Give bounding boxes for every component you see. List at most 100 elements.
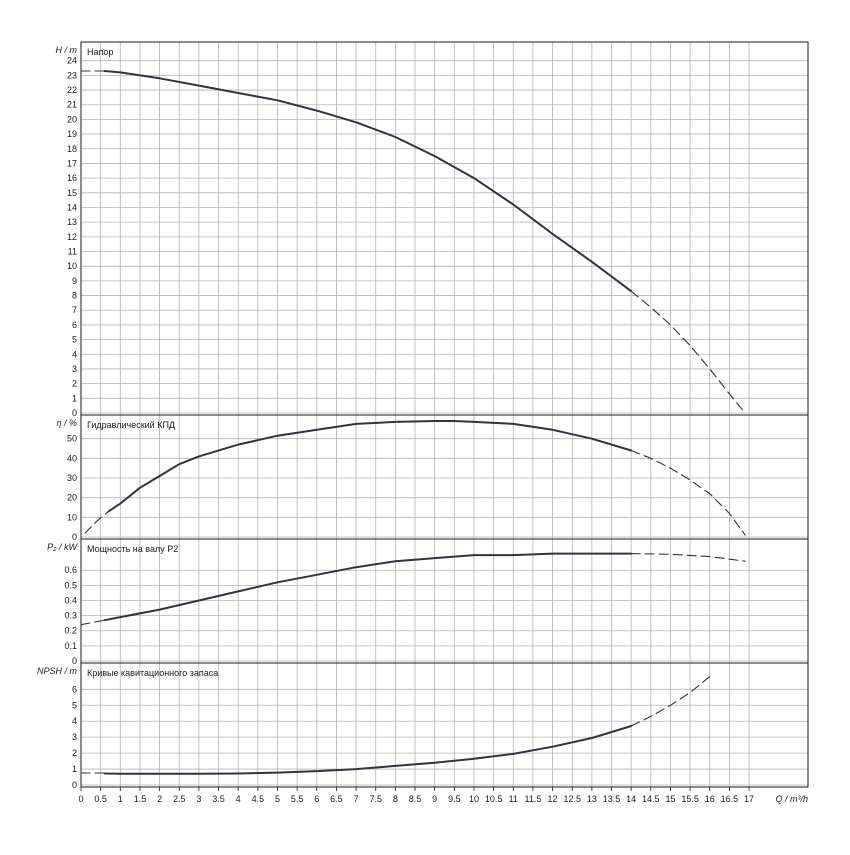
head-y-tick-label: 0 xyxy=(72,408,77,418)
power-curve-dashed xyxy=(630,553,746,562)
power-y-axis-label: P₂ / kW xyxy=(47,542,78,552)
x-tick-label: 4 xyxy=(236,794,241,804)
power-curve-dashed xyxy=(80,619,106,626)
efficiency-y-tick-label: 10 xyxy=(67,512,77,522)
x-tick-label: 11.5 xyxy=(524,794,541,804)
x-tick-label: 1.5 xyxy=(134,794,147,804)
head-y-tick-label: 3 xyxy=(72,364,77,374)
x-tick-label: 8.5 xyxy=(409,794,422,804)
x-tick-label: 5.5 xyxy=(291,794,304,804)
x-tick-label: 6 xyxy=(314,794,319,804)
x-tick-label: 8 xyxy=(393,794,398,804)
x-tick-label: 11 xyxy=(509,794,518,804)
head-panel-frame xyxy=(80,41,809,416)
x-tick-label: 0 xyxy=(78,794,83,804)
head-curve-solid xyxy=(103,70,633,293)
x-tick-label: 10 xyxy=(469,794,479,804)
head-y-tick-label: 5 xyxy=(72,335,77,345)
head-y-tick-label: 21 xyxy=(67,100,77,110)
x-axis-label: Q / m³/h xyxy=(775,794,808,804)
x-tick-label: 12 xyxy=(548,794,558,804)
x-tick-label: 3 xyxy=(196,794,201,804)
power-y-tick-label: 0.4 xyxy=(64,595,77,605)
efficiency-panel-frame xyxy=(80,414,809,540)
efficiency-panel-title: Гидравлический КПД xyxy=(87,420,175,430)
head-y-tick-label: 19 xyxy=(67,129,77,139)
power-panel-title: Мощность на валу P2 xyxy=(87,544,178,554)
efficiency-y-tick-label: 40 xyxy=(67,453,77,463)
head-y-tick-label: 10 xyxy=(67,261,77,271)
head-y-tick-label: 8 xyxy=(72,291,77,301)
npsh-y-tick-label: 4 xyxy=(72,716,77,726)
head-curve-dashed xyxy=(630,290,746,414)
x-tick-label: 0.5 xyxy=(94,794,107,804)
x-tick-label: 3.5 xyxy=(212,794,225,804)
head-panel-title: Напор xyxy=(87,47,113,57)
npsh-curve-dashed xyxy=(630,676,711,727)
x-tick-label: 12.5 xyxy=(563,794,581,804)
head-y-tick-label: 4 xyxy=(72,349,77,359)
x-tick-label: 15.5 xyxy=(681,794,699,804)
head-y-tick-label: 14 xyxy=(67,202,77,212)
head-y-tick-label: 24 xyxy=(67,56,77,66)
x-tick-label: 16.5 xyxy=(721,794,739,804)
npsh-y-tick-label: 0 xyxy=(72,780,77,790)
x-tick-label: 9 xyxy=(432,794,437,804)
efficiency-y-tick-label: 20 xyxy=(67,493,77,503)
x-tick-label: 1 xyxy=(118,794,123,804)
efficiency-y-tick-label: 0 xyxy=(72,532,77,542)
efficiency-y-tick-label: 50 xyxy=(67,434,77,444)
power-y-tick-label: 0.5 xyxy=(64,580,77,590)
x-tick-label: 14.5 xyxy=(642,794,660,804)
efficiency-y-axis-label: η / % xyxy=(56,418,77,428)
head-y-tick-label: 22 xyxy=(67,85,77,95)
x-tick-label: 9.5 xyxy=(448,794,461,804)
head-y-tick-label: 9 xyxy=(72,276,77,286)
head-y-tick-label: 13 xyxy=(67,217,77,227)
head-y-tick-label: 18 xyxy=(67,144,77,154)
npsh-panel-title: Кривые кавитационного запаса xyxy=(87,668,218,678)
efficiency-curve-dashed xyxy=(84,510,110,534)
npsh-y-axis-label: NPSH / m xyxy=(37,666,78,676)
x-tick-label: 4.5 xyxy=(252,794,265,804)
npsh-y-tick-label: 2 xyxy=(72,748,77,758)
x-tick-label: 14 xyxy=(626,794,636,804)
x-tick-label: 13.5 xyxy=(603,794,621,804)
head-y-tick-label: 20 xyxy=(67,114,77,124)
npsh-panel-frame xyxy=(80,662,809,788)
head-y-tick-label: 6 xyxy=(72,320,77,330)
x-tick-label: 6.5 xyxy=(330,794,343,804)
power-y-tick-label: 0.1 xyxy=(64,641,77,651)
x-tick-label: 7.5 xyxy=(369,794,382,804)
npsh-y-tick-label: 3 xyxy=(72,732,77,742)
head-y-tick-label: 12 xyxy=(67,232,77,242)
x-tick-label: 17 xyxy=(744,794,754,804)
head-y-tick-label: 17 xyxy=(67,158,77,168)
npsh-y-tick-label: 6 xyxy=(72,684,77,694)
power-y-tick-label: 0 xyxy=(72,656,77,666)
head-y-axis-label: H / m xyxy=(56,45,78,55)
x-tick-label: 2.5 xyxy=(173,794,186,804)
head-y-tick-label: 2 xyxy=(72,379,77,389)
head-y-tick-label: 1 xyxy=(72,393,77,403)
power-y-tick-label: 0.2 xyxy=(64,626,77,636)
npsh-curve-solid xyxy=(103,725,633,775)
x-tick-label: 2 xyxy=(157,794,162,804)
efficiency-curve-dashed xyxy=(630,449,746,536)
power-curve-solid xyxy=(103,552,633,622)
x-tick-label: 16 xyxy=(705,794,715,804)
x-tick-label: 7 xyxy=(354,794,359,804)
head-y-tick-label: 11 xyxy=(68,247,77,257)
power-y-tick-label: 0.6 xyxy=(64,565,77,575)
x-tick-label: 5 xyxy=(275,794,280,804)
head-y-tick-label: 16 xyxy=(67,173,77,183)
x-tick-label: 15 xyxy=(665,794,675,804)
npsh-y-tick-label: 5 xyxy=(72,700,77,710)
head-y-tick-label: 15 xyxy=(67,188,77,198)
efficiency-y-tick-label: 30 xyxy=(67,473,77,483)
npsh-y-tick-label: 1 xyxy=(72,764,77,774)
head-y-tick-label: 23 xyxy=(67,70,77,80)
x-tick-label: 10.5 xyxy=(485,794,503,804)
